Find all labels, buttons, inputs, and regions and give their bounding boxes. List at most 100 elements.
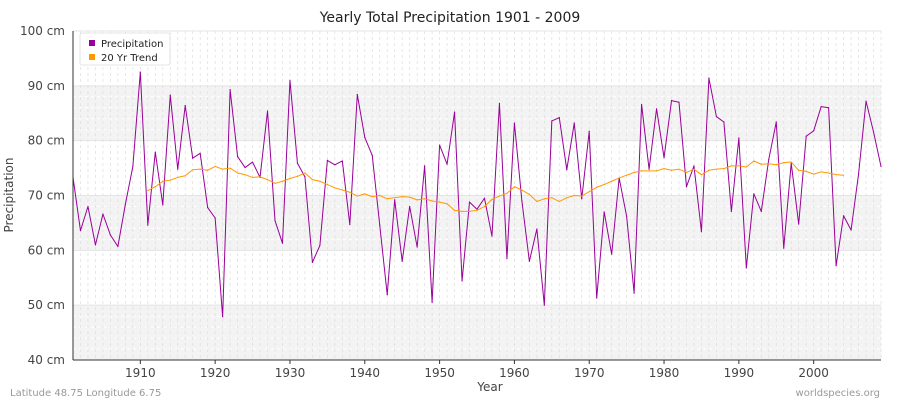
data-point-trend bbox=[543, 198, 545, 200]
footer-coordinates: Latitude 48.75 Longitude 6.75 bbox=[10, 388, 161, 399]
data-point-trend bbox=[349, 191, 351, 193]
data-point-trend bbox=[760, 163, 762, 165]
data-point-trend bbox=[438, 201, 441, 203]
data-point-trend bbox=[551, 197, 553, 199]
data-point-trend bbox=[842, 174, 845, 176]
data-point-precipitation bbox=[715, 115, 718, 118]
data-point-trend bbox=[453, 209, 456, 211]
axes bbox=[72, 31, 881, 361]
data-point-precipitation bbox=[386, 294, 388, 296]
data-point-trend bbox=[783, 162, 785, 164]
data-point-precipitation bbox=[438, 144, 441, 146]
data-point-precipitation bbox=[349, 223, 351, 226]
data-point-trend bbox=[229, 167, 231, 169]
data-point-precipitation bbox=[745, 267, 747, 269]
data-point-trend bbox=[147, 189, 149, 192]
legend-label-precipitation: Precipitation bbox=[101, 39, 164, 50]
data-point-trend bbox=[805, 170, 807, 172]
series-layer bbox=[72, 71, 882, 318]
data-point-trend bbox=[685, 171, 688, 174]
data-point-trend bbox=[326, 183, 328, 186]
data-point-trend bbox=[798, 169, 800, 171]
data-point-precipitation bbox=[409, 205, 411, 208]
data-point-trend bbox=[394, 197, 396, 199]
data-point-precipitation bbox=[857, 173, 860, 175]
data-point-precipitation bbox=[760, 210, 762, 213]
data-point-precipitation bbox=[700, 231, 703, 233]
data-point-precipitation bbox=[109, 234, 112, 236]
data-point-trend bbox=[468, 210, 471, 213]
data-point-trend bbox=[663, 168, 665, 170]
x-tick-label: 1960 bbox=[499, 366, 530, 380]
data-point-precipitation bbox=[850, 229, 852, 231]
data-point-trend bbox=[536, 200, 538, 203]
data-point-trend bbox=[409, 196, 411, 198]
data-point-trend bbox=[566, 197, 568, 199]
data-point-trend bbox=[596, 186, 598, 188]
data-point-trend bbox=[341, 189, 343, 191]
data-point-trend bbox=[296, 175, 299, 177]
data-point-precipitation bbox=[162, 204, 164, 206]
data-point-precipitation bbox=[521, 200, 523, 202]
data-point-trend bbox=[715, 168, 718, 170]
data-point-trend bbox=[581, 195, 583, 197]
data-point-precipitation bbox=[124, 203, 126, 205]
data-point-trend bbox=[708, 169, 710, 171]
data-point-trend bbox=[640, 170, 643, 172]
series-line-trend bbox=[147, 160, 844, 212]
data-point-precipitation bbox=[379, 224, 381, 226]
data-point-precipitation bbox=[663, 157, 665, 159]
data-point-precipitation bbox=[468, 201, 471, 203]
data-point-precipitation bbox=[289, 79, 291, 81]
data-point-trend bbox=[371, 195, 373, 198]
data-point-trend bbox=[386, 198, 388, 200]
data-point-trend bbox=[461, 210, 463, 213]
footer-source: worldspecies.org bbox=[796, 388, 880, 399]
data-point-trend bbox=[274, 182, 276, 185]
data-point-precipitation bbox=[371, 154, 373, 157]
x-tick-label: 1990 bbox=[724, 366, 755, 380]
x-tick-label: 2000 bbox=[798, 366, 829, 380]
data-point-precipitation bbox=[626, 215, 628, 217]
data-point-precipitation bbox=[842, 215, 845, 217]
data-point-precipitation bbox=[244, 166, 246, 169]
data-point-trend bbox=[304, 172, 306, 174]
data-point-precipitation bbox=[222, 316, 224, 318]
data-point-trend bbox=[214, 165, 216, 168]
data-point-trend bbox=[289, 177, 291, 180]
data-point-precipitation bbox=[192, 157, 194, 159]
y-tick-label: 40 cm bbox=[28, 353, 65, 367]
data-point-trend bbox=[588, 191, 590, 193]
data-point-trend bbox=[416, 199, 418, 201]
data-point-precipitation bbox=[177, 168, 179, 170]
data-point-precipitation bbox=[476, 208, 478, 210]
data-point-precipitation bbox=[281, 242, 284, 244]
data-point-trend bbox=[655, 170, 658, 172]
data-point-precipitation bbox=[828, 107, 830, 109]
data-point-trend bbox=[626, 174, 628, 176]
data-point-precipitation bbox=[753, 193, 755, 195]
data-point-precipitation bbox=[94, 244, 97, 246]
data-point-precipitation bbox=[304, 176, 306, 178]
data-point-trend bbox=[730, 165, 732, 167]
x-tick-label: 1980 bbox=[649, 366, 680, 380]
data-point-trend bbox=[236, 172, 239, 174]
data-point-precipitation bbox=[558, 117, 560, 119]
data-point-precipitation bbox=[311, 261, 314, 263]
data-point-trend bbox=[678, 168, 680, 170]
data-point-precipitation bbox=[334, 164, 336, 166]
x-tick-label: 1970 bbox=[574, 366, 605, 380]
data-point-trend bbox=[199, 168, 201, 170]
data-point-precipitation bbox=[543, 304, 545, 306]
legend-label-trend: 20 Yr Trend bbox=[101, 53, 158, 64]
data-point-precipitation bbox=[596, 297, 598, 299]
x-tick-label: 1940 bbox=[350, 366, 381, 380]
data-point-trend bbox=[648, 170, 650, 172]
y-tick-label: 80 cm bbox=[28, 134, 65, 148]
data-point-precipitation bbox=[738, 137, 740, 139]
data-point-trend bbox=[259, 176, 261, 178]
data-point-precipitation bbox=[139, 71, 141, 73]
data-point-trend bbox=[670, 169, 673, 171]
data-point-precipitation bbox=[506, 257, 508, 260]
